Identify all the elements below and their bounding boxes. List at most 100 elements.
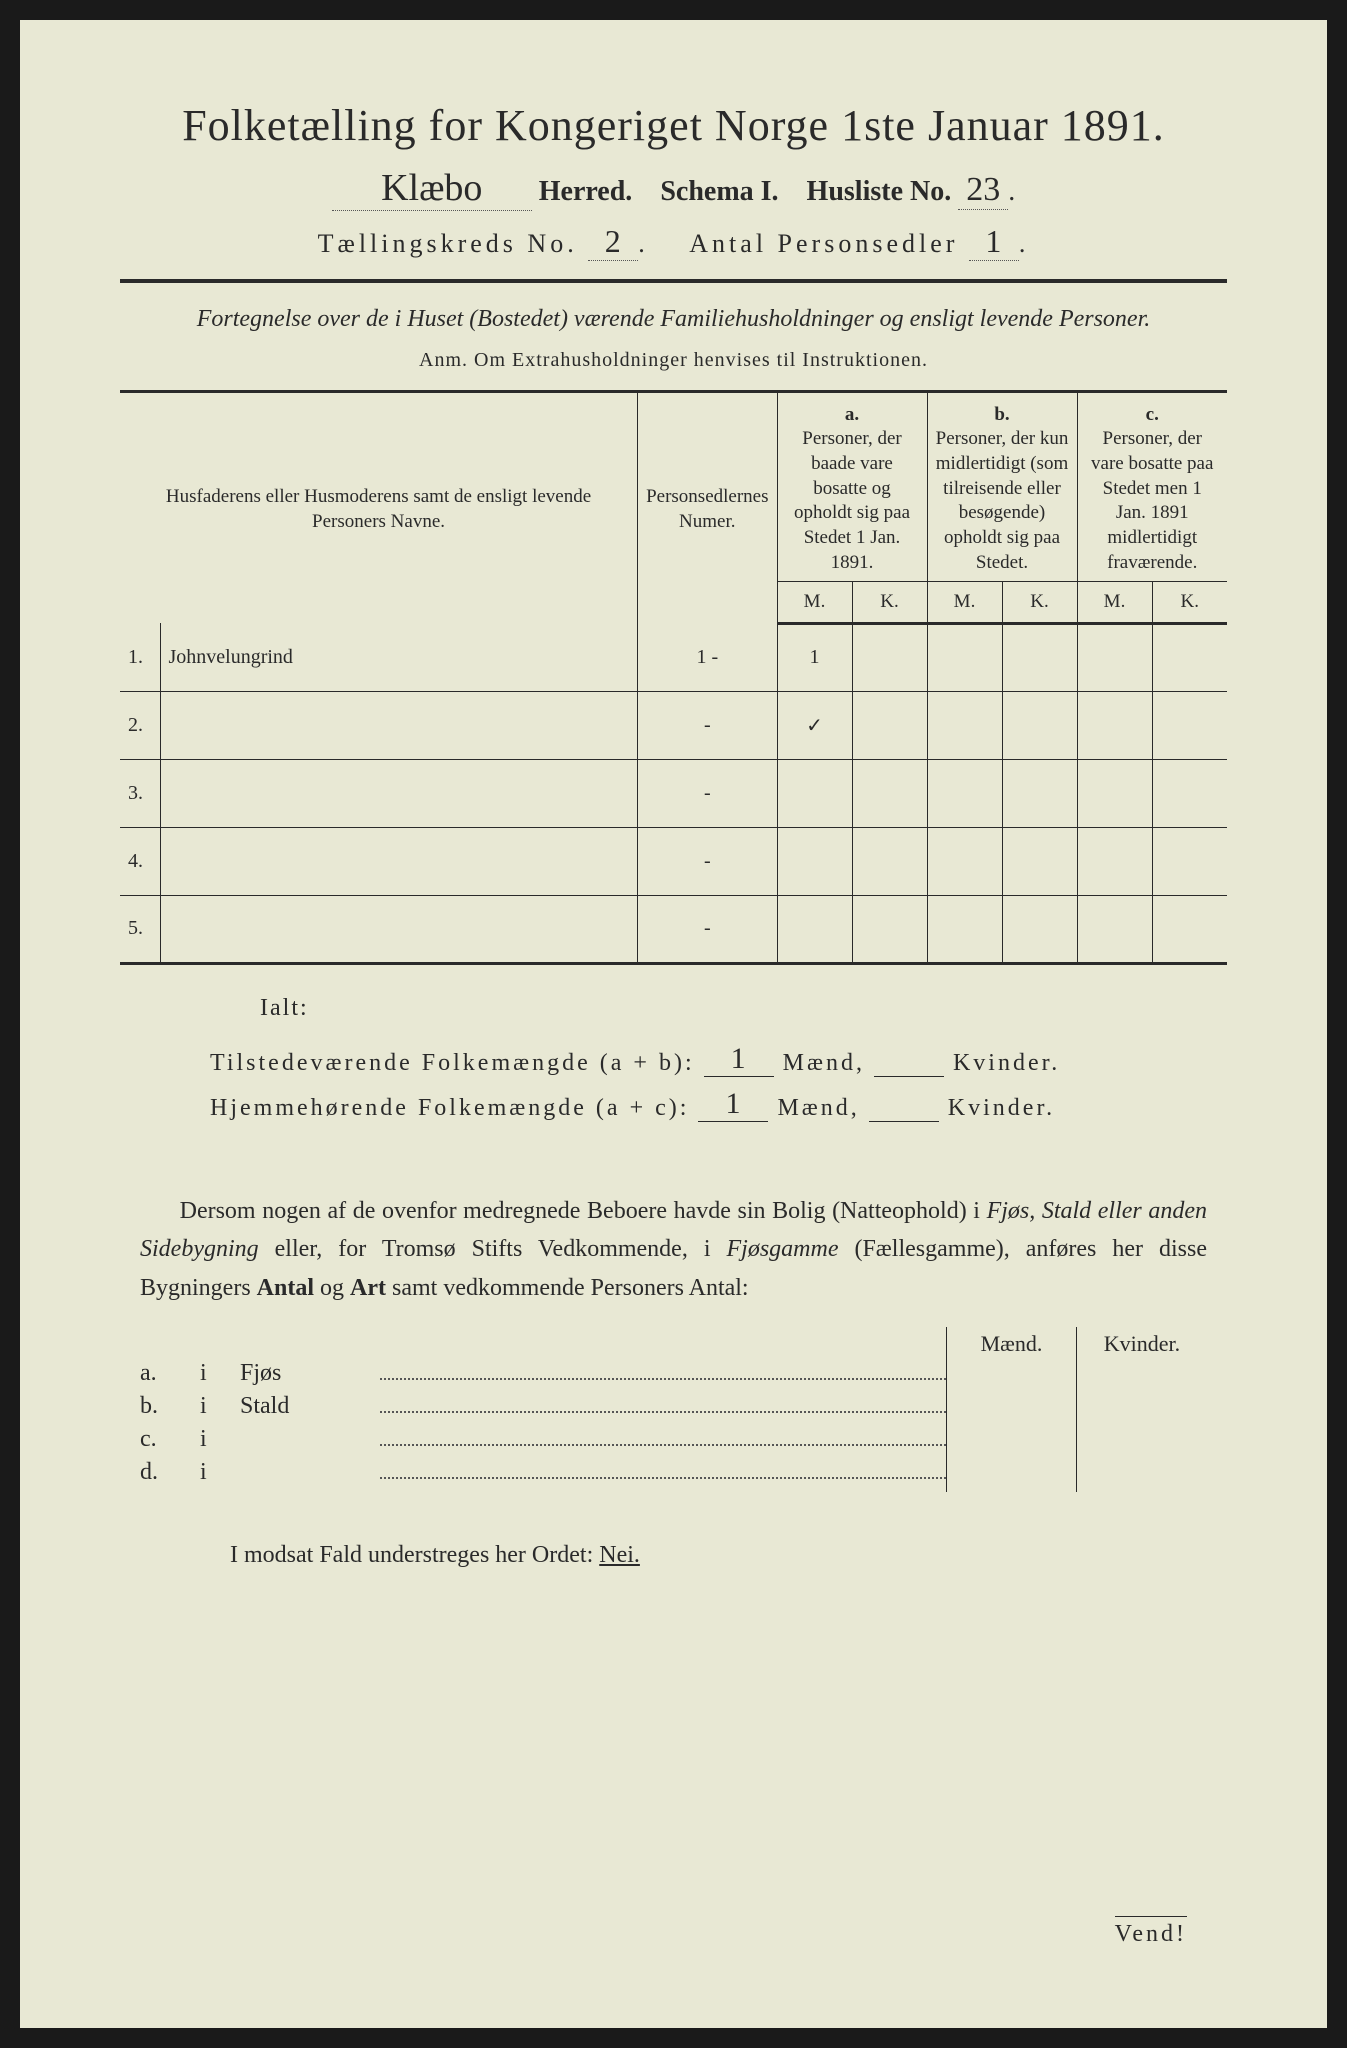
- row-c-k: [1152, 691, 1227, 759]
- header-line-2: Klæbo Herred. Schema I. Husliste No. 23.: [120, 166, 1227, 211]
- row-c-k: [1152, 895, 1227, 963]
- para-mid1: eller, for Tromsø Stifts Vedkommende, i: [259, 1236, 727, 1262]
- schema-label: Schema I.: [660, 176, 778, 207]
- col-a-label: a.: [786, 403, 919, 428]
- table-row: 2.-✓: [120, 691, 1227, 759]
- row-c-k: [1152, 623, 1227, 691]
- row-name: [160, 691, 638, 759]
- header-line-3: Tællingskreds No. 2. Antal Personsedler …: [120, 223, 1227, 261]
- nei-word: Nei.: [599, 1542, 640, 1568]
- summary1-m: 1: [704, 1042, 774, 1077]
- row-num: 5.: [120, 895, 160, 963]
- para-b1: Antal: [257, 1275, 314, 1301]
- row-numer: -: [638, 895, 777, 963]
- row-b-k: [1002, 623, 1077, 691]
- row-num: 1.: [120, 623, 160, 691]
- row-b-m: [927, 895, 1002, 963]
- herred-label: Herred.: [539, 176, 633, 207]
- lower-left: a.iFjøsb.iStaldc.id.i: [140, 1327, 946, 1492]
- nei-pre: I modsat Fald understreges her Ordet:: [230, 1542, 599, 1568]
- row-c-m: [1077, 759, 1152, 827]
- row-a-k: [852, 827, 927, 895]
- row-name: Johnvelungrind: [160, 623, 638, 691]
- row-numer: -: [638, 759, 777, 827]
- col-c-k: K.: [1152, 581, 1227, 623]
- lower-row-dots: [380, 1411, 946, 1413]
- lower-row: c.i: [140, 1426, 946, 1453]
- kvinder-label-2: Kvinder.: [948, 1095, 1055, 1121]
- census-form-page: Folketælling for Kongeriget Norge 1ste J…: [20, 20, 1327, 2028]
- summary2-k: [869, 1121, 939, 1122]
- lower-row-lbl: c.: [140, 1426, 200, 1453]
- row-b-k: [1002, 827, 1077, 895]
- para-pre: Dersom nogen af de ovenfor medregnede Be…: [180, 1198, 987, 1224]
- summary-line-2: Hjemmehørende Folkemængde (a + c): 1 Mæn…: [210, 1087, 1227, 1122]
- col-a-m: M.: [777, 581, 852, 623]
- lower-col-kvinder: Kvinder.: [1077, 1327, 1207, 1492]
- subtitle: Fortegnelse over de i Huset (Bostedet) v…: [120, 303, 1227, 337]
- lower-row-i: i: [200, 1426, 240, 1453]
- husliste-label: Husliste No.: [807, 176, 952, 207]
- row-num: 3.: [120, 759, 160, 827]
- lower-row: b.iStald: [140, 1393, 946, 1420]
- row-name: [160, 759, 638, 827]
- lower-row-dots: [380, 1444, 946, 1446]
- col-c-label: c.: [1086, 403, 1220, 428]
- nei-line: I modsat Fald understreges her Ordet: Ne…: [230, 1542, 1227, 1569]
- husliste-no: 23: [958, 171, 1008, 210]
- row-c-m: [1077, 827, 1152, 895]
- col-b-text: Personer, der kun midlertidigt (som tilr…: [936, 427, 1069, 575]
- lower-section: a.iFjøsb.iStaldc.id.i Mænd. Kvinder.: [140, 1327, 1207, 1492]
- row-b-m: [927, 827, 1002, 895]
- col-a-k: K.: [852, 581, 927, 623]
- sedler-no: 1: [969, 223, 1019, 261]
- summary1-k: [874, 1076, 944, 1077]
- row-numer: 1 -: [638, 623, 777, 691]
- col-c-m: M.: [1077, 581, 1152, 623]
- summary2-label: Hjemmehørende Folkemængde (a + c):: [210, 1095, 689, 1121]
- lower-row-kind: Fjøs: [240, 1360, 380, 1387]
- row-a-m: [777, 895, 852, 963]
- para-end: samt vedkommende Personers Antal:: [386, 1275, 749, 1301]
- row-b-k: [1002, 759, 1077, 827]
- row-a-k: [852, 895, 927, 963]
- col-a-header: a. Personer, der baade vare bosatte og o…: [777, 391, 927, 581]
- row-name: [160, 895, 638, 963]
- col-b-k: K.: [1002, 581, 1077, 623]
- row-a-k: [852, 759, 927, 827]
- row-a-m: [777, 759, 852, 827]
- lower-row-dots: [380, 1477, 946, 1479]
- row-b-m: [927, 691, 1002, 759]
- lower-row-lbl: b.: [140, 1393, 200, 1420]
- anm-note: Anm. Om Extrahusholdninger henvises til …: [120, 349, 1227, 372]
- col-b-label: b.: [936, 403, 1069, 428]
- lower-row: d.i: [140, 1459, 946, 1486]
- lower-row-dots: [380, 1378, 946, 1380]
- divider: [120, 279, 1227, 283]
- row-a-k: [852, 691, 927, 759]
- col-c-header: c. Personer, der vare bosatte paa Stedet…: [1077, 391, 1227, 581]
- lower-row-i: i: [200, 1393, 240, 1420]
- main-table: Husfaderens eller Husmoderens samt de en…: [120, 390, 1227, 965]
- row-numer: -: [638, 827, 777, 895]
- para-mid3: og: [314, 1275, 350, 1301]
- row-c-k: [1152, 759, 1227, 827]
- row-a-m: 1: [777, 623, 852, 691]
- para-it2: Fjøsgamme: [726, 1236, 838, 1262]
- table-row: 1.Johnvelungrind1 -1: [120, 623, 1227, 691]
- table-row: 3. -: [120, 759, 1227, 827]
- col-c-text: Personer, der vare bosatte paa Stedet me…: [1086, 427, 1220, 575]
- row-b-m: [927, 759, 1002, 827]
- paragraph: Dersom nogen af de ovenfor medregnede Be…: [140, 1192, 1207, 1307]
- lower-row-i: i: [200, 1360, 240, 1387]
- row-c-m: [1077, 623, 1152, 691]
- page-title: Folketælling for Kongeriget Norge 1ste J…: [120, 100, 1227, 151]
- lower-row: a.iFjøs: [140, 1360, 946, 1387]
- kreds-label: Tællingskreds No.: [318, 229, 578, 258]
- summary1-label: Tilstedeværende Folkemængde (a + b):: [210, 1050, 695, 1076]
- row-a-k: [852, 623, 927, 691]
- vend-label: Vend!: [1115, 1916, 1187, 1948]
- sedler-label: Antal Personsedler: [689, 229, 958, 258]
- col-a-text: Personer, der baade vare bosatte og opho…: [786, 427, 919, 575]
- col-numer-header: Personsedlernes Numer.: [638, 391, 777, 623]
